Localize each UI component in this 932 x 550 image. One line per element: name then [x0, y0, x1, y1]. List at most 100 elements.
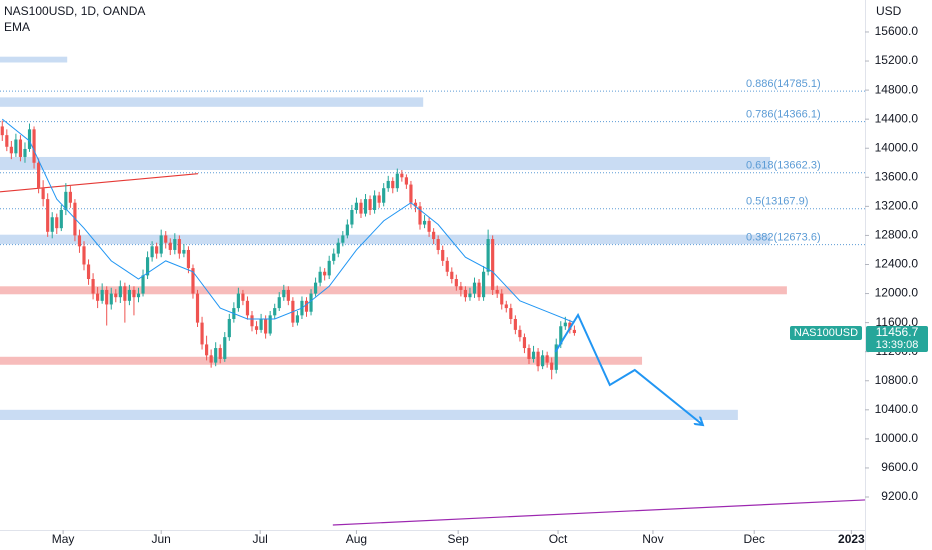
- trend-line: [332, 499, 866, 526]
- candle-body: [486, 239, 490, 272]
- candle-body: [96, 293, 100, 301]
- candle-body: [46, 199, 50, 232]
- candle-body: [436, 239, 440, 250]
- price-tag-label: 11456.7: [876, 325, 919, 339]
- x-tick-label: Sep: [447, 532, 469, 546]
- candle-body: [459, 286, 463, 290]
- candle-body: [37, 162, 41, 189]
- candle-body: [477, 282, 481, 298]
- candle-body: [86, 264, 91, 280]
- candle-body: [77, 235, 82, 247]
- candle-body: [336, 242, 340, 254]
- candle-body: [109, 293, 113, 305]
- candle-body: [200, 322, 204, 345]
- x-tick-label: Dec: [744, 532, 765, 546]
- candle-body: [559, 326, 563, 345]
- candle-body: [173, 239, 177, 250]
- x-tick-label: Aug: [346, 532, 367, 546]
- candle-body: [495, 289, 499, 294]
- x-tick-label: Nov: [642, 532, 663, 546]
- candle-body: [150, 246, 154, 258]
- candle-body: [118, 286, 122, 298]
- candle-body: [531, 351, 536, 359]
- candle-body: [50, 217, 54, 232]
- y-tick-label: 10800.0: [875, 373, 919, 387]
- candle-body: [132, 289, 136, 298]
- candle-body: [354, 202, 359, 210]
- candle-body: [563, 322, 567, 327]
- candle-body: [123, 286, 127, 301]
- candle-body: [227, 318, 231, 338]
- x-tick-label: Jun: [152, 532, 171, 546]
- candle-body: [545, 355, 549, 363]
- candle-body: [327, 260, 331, 276]
- candle-body: [100, 289, 104, 301]
- candle-body: [64, 191, 68, 210]
- candle-body: [168, 242, 172, 250]
- candle-body: [182, 249, 186, 254]
- candle-body: [32, 129, 36, 163]
- axis-unit: USD: [876, 4, 902, 18]
- candle-body: [223, 337, 227, 359]
- candle-body: [159, 235, 163, 254]
- y-tick-label: 13600.0: [875, 169, 919, 183]
- candle-body: [68, 191, 72, 203]
- candle-body: [541, 355, 545, 367]
- candle-body: [513, 318, 517, 330]
- candle-body: [59, 209, 63, 229]
- zone: [0, 286, 787, 295]
- candle-body: [468, 293, 472, 298]
- candle-body: [9, 146, 13, 154]
- candle-body: [550, 362, 554, 370]
- candle-body: [481, 271, 486, 298]
- y-tick-label: 10000.0: [875, 431, 919, 445]
- candle-body: [463, 289, 468, 298]
- candle-body: [245, 300, 250, 316]
- candle-body: [23, 148, 27, 157]
- fib-label: 0.382(12673.6): [746, 232, 821, 244]
- candle-body: [332, 253, 336, 261]
- zone: [0, 56, 68, 63]
- y-tick-label: 9600.0: [881, 460, 918, 474]
- candle-body: [409, 184, 413, 203]
- candle-body: [313, 282, 318, 294]
- candle-body: [527, 348, 531, 359]
- candle-body: [268, 315, 272, 334]
- candle-body: [186, 249, 191, 269]
- candle-body: [218, 348, 222, 359]
- countdown: 13:39:08: [876, 339, 919, 351]
- candle-body: [386, 180, 390, 189]
- candle-body: [127, 289, 131, 301]
- candle-body: [504, 304, 508, 309]
- y-tick-label: 13200.0: [875, 199, 919, 213]
- chart-title: NAS100USD, 1D, OANDA: [4, 4, 145, 18]
- candle-body: [568, 322, 572, 330]
- candle-body: [105, 289, 109, 305]
- candle-body: [341, 235, 345, 243]
- candle-body: [91, 279, 95, 294]
- y-tick-label: 15600.0: [875, 24, 919, 38]
- candle-body: [277, 297, 281, 309]
- candle-body: [191, 268, 195, 294]
- candle-body: [250, 315, 254, 327]
- candle-body: [518, 329, 522, 338]
- candle-body: [5, 135, 9, 147]
- candle-body: [264, 318, 268, 334]
- candle-body: [536, 351, 540, 367]
- symbol-tag: [790, 326, 862, 341]
- candle-body: [295, 315, 300, 323]
- candle-body: [363, 199, 368, 214]
- fib-label: 0.5(13167.9): [746, 196, 808, 208]
- candle-body: [155, 246, 159, 254]
- zone: [0, 156, 771, 171]
- candle-body: [55, 217, 59, 229]
- ema-line: [1, 118, 575, 324]
- candle-body: [0, 126, 4, 136]
- candle-body: [114, 293, 118, 298]
- candle-body: [318, 271, 322, 283]
- candle-body: [164, 235, 168, 243]
- candle-body: [395, 173, 399, 189]
- candle-body: [177, 239, 181, 254]
- candle-body: [422, 220, 427, 225]
- x-tick-label: May: [52, 532, 75, 546]
